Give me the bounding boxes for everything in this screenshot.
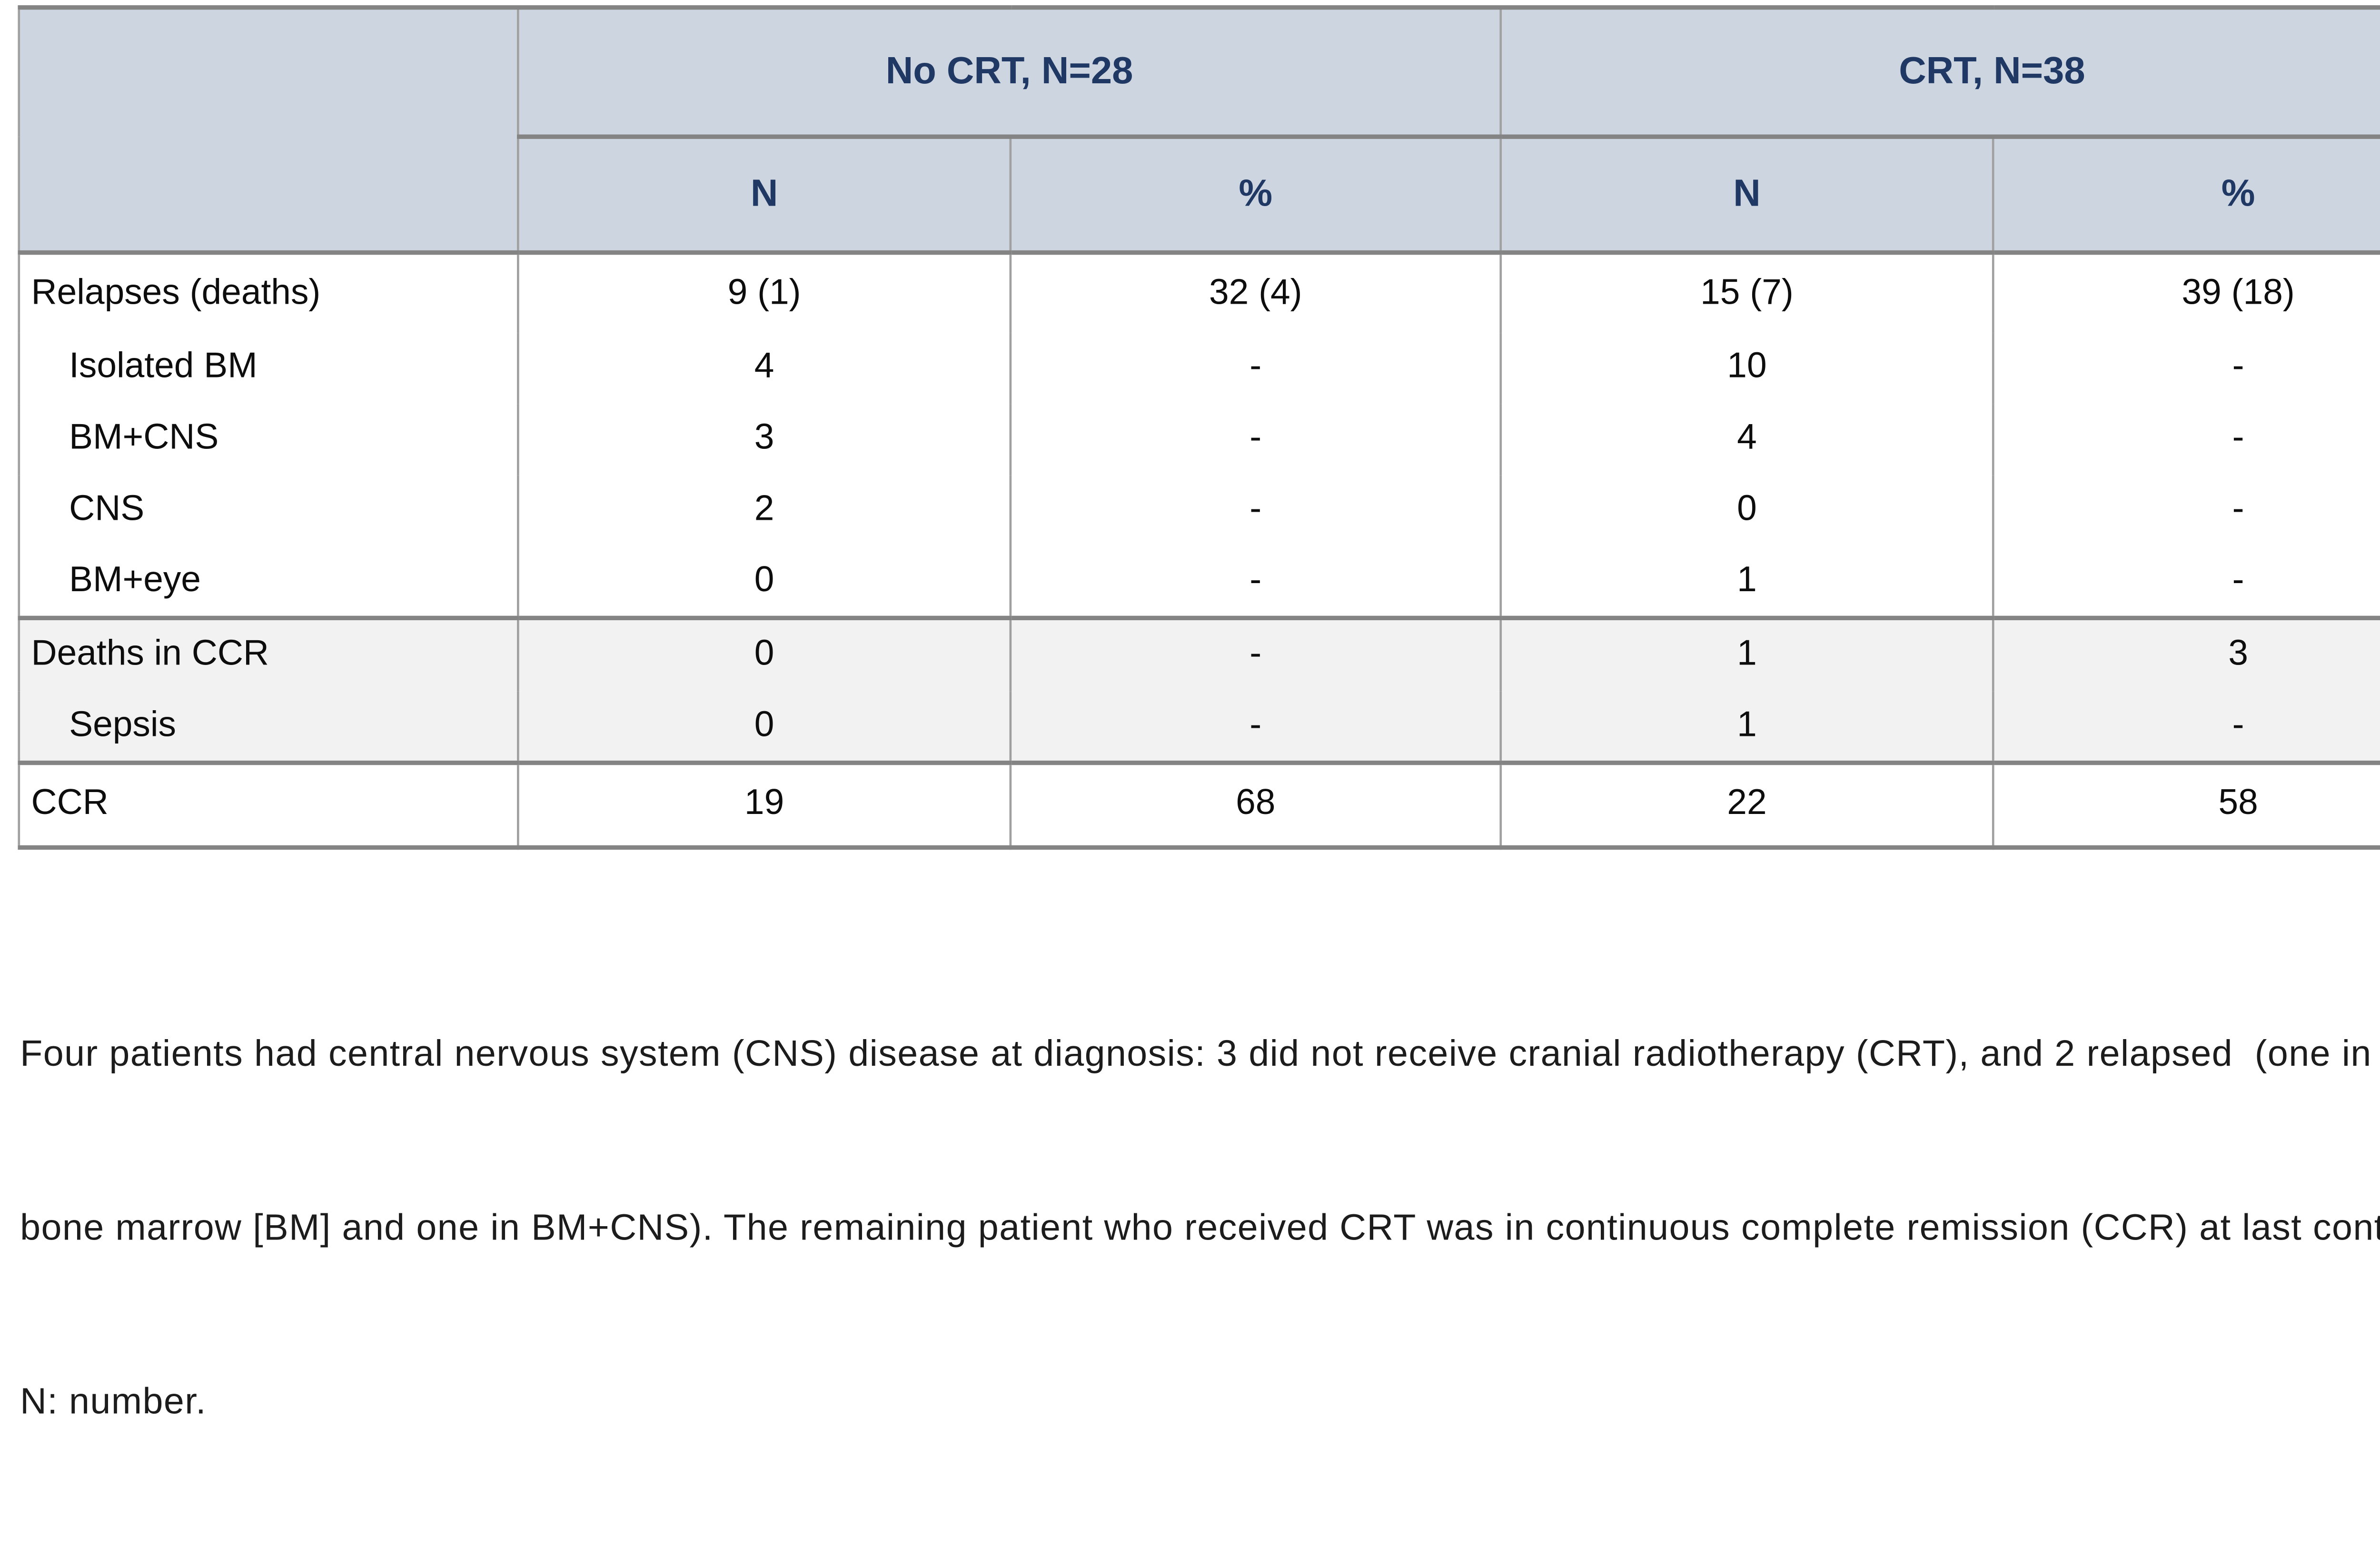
row-label: Isolated BM	[19, 333, 518, 404]
cell-value: 2	[517, 475, 1011, 547]
row-label: CCR	[19, 760, 518, 848]
footnote-line-1: Four patients had central nervous system…	[20, 1034, 2372, 1075]
cell-value: -	[1992, 404, 2380, 476]
group-header-crt: CRT, N=38	[1499, 7, 2380, 139]
cell-value: -	[1992, 691, 2380, 763]
table-row-isolated-bm: Isolated BM 4 - 10 - 14 -	[19, 333, 2380, 404]
subheader-crt-pct: %	[1992, 137, 2380, 253]
cell-value: -	[1992, 333, 2380, 404]
table-row-ccr: CCR 19 68 22 58 41 62	[19, 760, 2380, 848]
corner-cell	[19, 7, 519, 255]
table-row-bm-cns: BM+CNS 3 - 4 - 7 -	[19, 404, 2380, 476]
cell-value: -	[1009, 615, 1501, 692]
group-header-no-crt: No CRT, N=28	[518, 7, 1501, 139]
cell-value: -	[1009, 691, 1501, 763]
table-row-sepsis: Sepsis 0 - 1 - 1 -	[19, 691, 2380, 763]
page: No CRT, N=28 CRT, N=38 Overall, N=66 N %…	[0, 5, 2380, 1422]
cell-value: -	[1992, 475, 2380, 547]
cell-value: 1	[1499, 615, 1993, 692]
relapse-outcomes-table: No CRT, N=28 CRT, N=38 Overall, N=66 N %…	[18, 5, 2380, 850]
cell-value: 22	[1499, 760, 1993, 848]
cell-value: 0	[517, 615, 1011, 692]
cell-value: 3	[1992, 615, 2380, 692]
cell-value: -	[1009, 333, 1501, 404]
row-label: BM+CNS	[19, 404, 518, 476]
cell-value: 1	[1499, 691, 1993, 763]
row-label: BM+eye	[19, 546, 518, 618]
cell-value: 1	[1499, 546, 1993, 618]
table-footnote: Four patients had central nervous system…	[20, 910, 2380, 1547]
row-label: Sepsis	[19, 691, 518, 763]
group-header-row: No CRT, N=28 CRT, N=38 Overall, N=66	[19, 7, 2380, 255]
subheader-row: N % N % N %	[19, 137, 2380, 253]
cell-value: -	[1992, 546, 2380, 618]
section-ccr: CCR 19 68 22 58 41 62	[19, 760, 2380, 848]
cell-value: 15 (7)	[1499, 250, 1993, 333]
subheader-crt-n: N	[1499, 137, 1993, 253]
table-row-relapses: Relapses (deaths) 9 (1) 32 (4) 15 (7) 39…	[19, 250, 2380, 333]
table-row-bm-eye: BM+eye 0 - 1 - 1 -	[19, 546, 2380, 618]
table-header: No CRT, N=28 CRT, N=38 Overall, N=66 N %…	[19, 7, 2380, 255]
cell-value: 0	[517, 546, 1011, 618]
cell-value: 19	[517, 760, 1011, 848]
cell-value: 0	[517, 691, 1011, 763]
subheader-no-crt-pct: %	[1009, 137, 1501, 253]
cell-value: -	[1009, 404, 1501, 476]
footnote-line-3: N: number.	[20, 1382, 207, 1423]
row-label: Deaths in CCR	[19, 615, 518, 692]
row-label: Relapses (deaths)	[19, 250, 518, 333]
cell-value: 32 (4)	[1009, 250, 1501, 333]
table-row-cns: CNS 2 - 0 - 2 -	[19, 475, 2380, 547]
cell-value: 58	[1992, 760, 2380, 848]
cell-value: 39 (18)	[1992, 250, 2380, 333]
section-relapses: Relapses (deaths) 9 (1) 32 (4) 15 (7) 39…	[19, 250, 2380, 618]
row-label: CNS	[19, 475, 518, 547]
footnote-line-2: bone marrow [BM] and one in BM+CNS). The…	[20, 1208, 2380, 1249]
cell-value: 10	[1499, 333, 1993, 404]
section-deaths-in-ccr: Deaths in CCR 0 - 1 3 1 2 Sepsis 0 - 1 -…	[19, 615, 2380, 763]
cell-value: 4	[1499, 404, 1993, 476]
table-row-deaths-in-ccr: Deaths in CCR 0 - 1 3 1 2	[19, 615, 2380, 692]
cell-value: 0	[1499, 475, 1993, 547]
cell-value: 9 (1)	[517, 250, 1011, 333]
cell-value: -	[1009, 475, 1501, 547]
subheader-no-crt-n: N	[518, 137, 1011, 253]
cell-value: 68	[1009, 760, 1501, 848]
cell-value: 3	[517, 404, 1011, 476]
cell-value: -	[1009, 546, 1501, 618]
cell-value: 4	[517, 333, 1011, 404]
